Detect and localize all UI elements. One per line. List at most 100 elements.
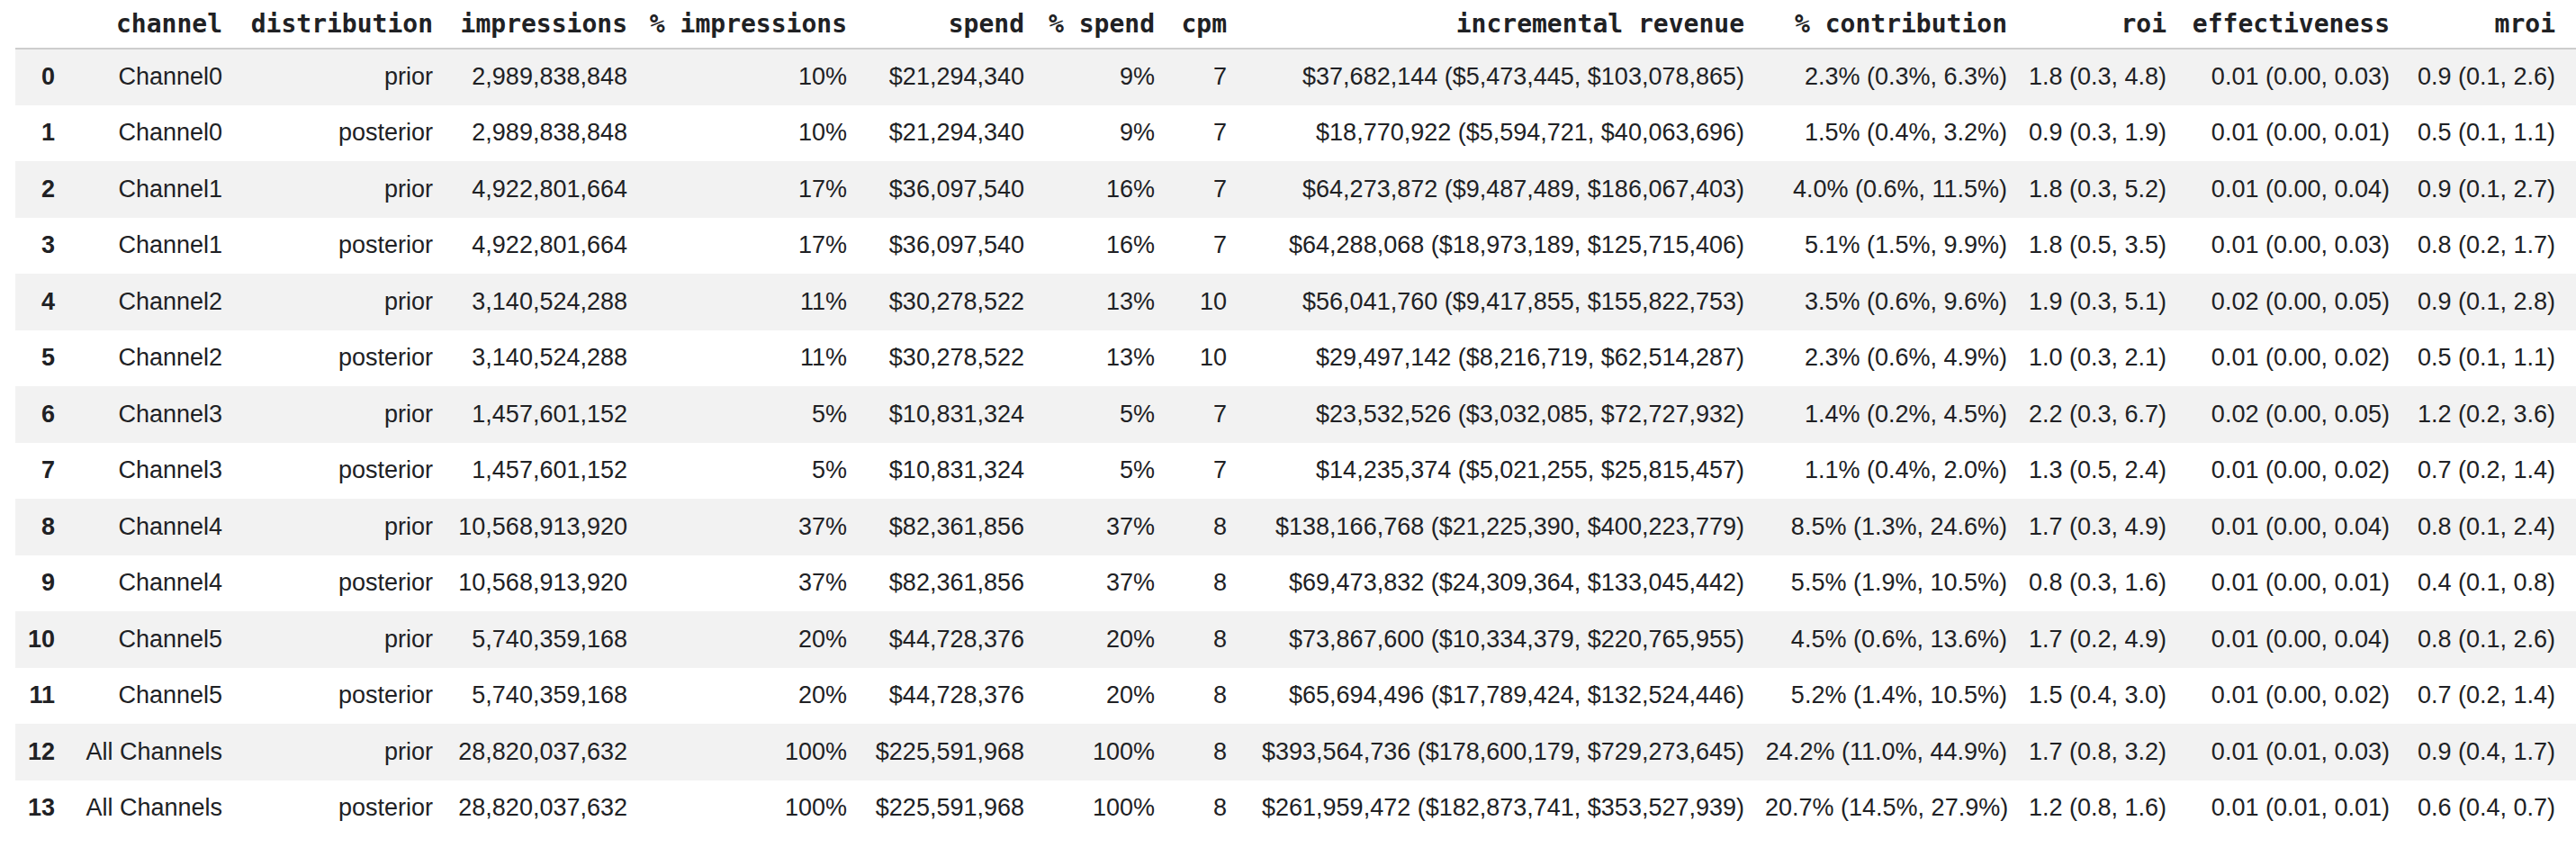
- table-row: 10Channel5prior5,740,359,16820%$44,728,3…: [15, 611, 2576, 668]
- cell-mroi: 0.9 (0.1, 2.6): [2410, 49, 2576, 105]
- row-index: 13: [15, 780, 76, 837]
- cell-contribution: 5.1% (1.5%, 9.9%): [1765, 218, 2028, 275]
- cell-mroi: 0.5 (0.1, 1.1): [2410, 330, 2576, 387]
- cell-distribution: posterior: [243, 105, 454, 162]
- cell-spend: $82,361,856: [868, 555, 1045, 612]
- cell-spend: 37%: [1045, 499, 1175, 555]
- table-header-row: channeldistributionimpressions% impressi…: [15, 0, 2576, 49]
- cell-distribution: posterior: [243, 780, 454, 837]
- cell-impressions: 100%: [648, 724, 868, 780]
- column-header-spend: spend: [868, 0, 1045, 49]
- cell-mroi: 0.4 (0.1, 0.8): [2410, 555, 2576, 612]
- cell-channel: Channel1: [76, 161, 243, 218]
- row-index: 11: [15, 668, 76, 725]
- cell-spend: 16%: [1045, 218, 1175, 275]
- row-index: 3: [15, 218, 76, 275]
- cell-roi: 1.8 (0.3, 5.2): [2028, 161, 2187, 218]
- cell-impressions: 4,922,801,664: [454, 161, 648, 218]
- cell-mroi: 0.6 (0.4, 0.7): [2410, 780, 2576, 837]
- table-row: 13All Channelsposterior28,820,037,632100…: [15, 780, 2576, 837]
- table-row: 6Channel3prior1,457,601,1525%$10,831,324…: [15, 386, 2576, 443]
- cell-effectiveness: 0.01 (0.00, 0.01): [2187, 105, 2410, 162]
- cell-impressions: 5%: [648, 443, 868, 500]
- cell-effectiveness: 0.02 (0.00, 0.05): [2187, 274, 2410, 330]
- cell-mroi: 0.9 (0.1, 2.8): [2410, 274, 2576, 330]
- cell-spend: 100%: [1045, 724, 1175, 780]
- cell-impressions: 1,457,601,152: [454, 386, 648, 443]
- column-header-effectiveness: effectiveness: [2187, 0, 2410, 49]
- column-header-impressions: impressions: [454, 0, 648, 49]
- cell-mroi: 0.8 (0.2, 1.7): [2410, 218, 2576, 275]
- cell-channel: Channel4: [76, 499, 243, 555]
- row-index: 5: [15, 330, 76, 387]
- cell-impressions: 100%: [648, 780, 868, 837]
- cell-impressions: 11%: [648, 274, 868, 330]
- column-header-incremental-revenue: incremental revenue: [1247, 0, 1765, 49]
- cell-impressions: 5,740,359,168: [454, 668, 648, 725]
- table-row: 12All Channelsprior28,820,037,632100%$22…: [15, 724, 2576, 780]
- cell-effectiveness: 0.01 (0.00, 0.04): [2187, 161, 2410, 218]
- cell-cpm: 8: [1175, 555, 1247, 612]
- cell-cpm: 8: [1175, 499, 1247, 555]
- column-header-distribution: distribution: [243, 0, 454, 49]
- table-row: 5Channel2posterior3,140,524,28811%$30,27…: [15, 330, 2576, 387]
- cell-mroi: 1.2 (0.2, 3.6): [2410, 386, 2576, 443]
- cell-incremental-revenue: $65,694,496 ($17,789,424, $132,524,446): [1247, 668, 1765, 725]
- cell-cpm: 10: [1175, 330, 1247, 387]
- cell-contribution: 2.3% (0.3%, 6.3%): [1765, 49, 2028, 105]
- table-row: 2Channel1prior4,922,801,66417%$36,097,54…: [15, 161, 2576, 218]
- cell-cpm: 8: [1175, 611, 1247, 668]
- cell-spend: 100%: [1045, 780, 1175, 837]
- cell-mroi: 0.7 (0.2, 1.4): [2410, 668, 2576, 725]
- channel-summary-table: channeldistributionimpressions% impressi…: [15, 0, 2576, 836]
- cell-incremental-revenue: $56,041,760 ($9,417,855, $155,822,753): [1247, 274, 1765, 330]
- cell-channel: All Channels: [76, 724, 243, 780]
- column-header-cpm: cpm: [1175, 0, 1247, 49]
- cell-incremental-revenue: $64,273,872 ($9,487,489, $186,067,403): [1247, 161, 1765, 218]
- cell-channel: Channel4: [76, 555, 243, 612]
- column-header-contribution: % contribution: [1765, 0, 2028, 49]
- row-index: 10: [15, 611, 76, 668]
- cell-distribution: posterior: [243, 555, 454, 612]
- cell-contribution: 4.5% (0.6%, 13.6%): [1765, 611, 2028, 668]
- cell-incremental-revenue: $23,532,526 ($3,032,085, $72,727,932): [1247, 386, 1765, 443]
- cell-impressions: 17%: [648, 161, 868, 218]
- cell-impressions: 10%: [648, 49, 868, 105]
- cell-impressions: 3,140,524,288: [454, 330, 648, 387]
- cell-channel: Channel5: [76, 668, 243, 725]
- cell-roi: 0.9 (0.3, 1.9): [2028, 105, 2187, 162]
- row-index: 1: [15, 105, 76, 162]
- table-header: channeldistributionimpressions% impressi…: [15, 0, 2576, 49]
- index-column-header: [15, 0, 76, 49]
- cell-roi: 0.8 (0.3, 1.6): [2028, 555, 2187, 612]
- cell-spend: 13%: [1045, 330, 1175, 387]
- cell-cpm: 7: [1175, 218, 1247, 275]
- cell-impressions: 5%: [648, 386, 868, 443]
- cell-roi: 1.5 (0.4, 3.0): [2028, 668, 2187, 725]
- cell-roi: 1.7 (0.8, 3.2): [2028, 724, 2187, 780]
- cell-distribution: prior: [243, 49, 454, 105]
- cell-incremental-revenue: $14,235,374 ($5,021,255, $25,815,457): [1247, 443, 1765, 500]
- row-index: 7: [15, 443, 76, 500]
- cell-spend: $10,831,324: [868, 443, 1045, 500]
- cell-spend: 20%: [1045, 611, 1175, 668]
- cell-roi: 1.2 (0.8, 1.6): [2028, 780, 2187, 837]
- cell-incremental-revenue: $261,959,472 ($182,873,741, $353,527,939…: [1247, 780, 1765, 837]
- cell-distribution: prior: [243, 499, 454, 555]
- column-header-impressions: % impressions: [648, 0, 868, 49]
- cell-impressions: 4,922,801,664: [454, 218, 648, 275]
- cell-mroi: 0.9 (0.1, 2.7): [2410, 161, 2576, 218]
- cell-channel: Channel1: [76, 218, 243, 275]
- cell-distribution: prior: [243, 161, 454, 218]
- cell-cpm: 7: [1175, 161, 1247, 218]
- cell-spend: $44,728,376: [868, 668, 1045, 725]
- cell-effectiveness: 0.01 (0.00, 0.04): [2187, 611, 2410, 668]
- cell-impressions: 37%: [648, 555, 868, 612]
- cell-impressions: 17%: [648, 218, 868, 275]
- cell-roi: 1.7 (0.2, 4.9): [2028, 611, 2187, 668]
- cell-mroi: 0.7 (0.2, 1.4): [2410, 443, 2576, 500]
- row-index: 12: [15, 724, 76, 780]
- cell-roi: 2.2 (0.3, 6.7): [2028, 386, 2187, 443]
- cell-spend: $21,294,340: [868, 49, 1045, 105]
- cell-spend: $10,831,324: [868, 386, 1045, 443]
